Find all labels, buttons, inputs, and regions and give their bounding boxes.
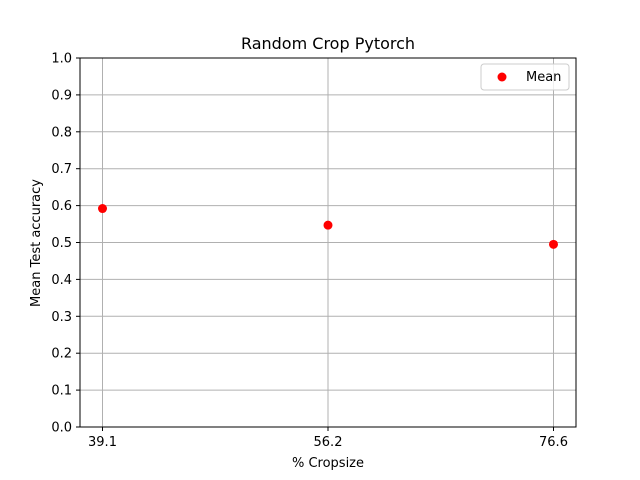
data-point <box>98 204 107 214</box>
data-point <box>323 220 333 230</box>
y-axis: 0.0 0.1 0.2 0.3 0.4 0.5 0.6 0.7 0.8 0.9 1.0 <box>51 52 80 436</box>
x-axis: 39.1 56.2 76.6 <box>88 427 568 450</box>
y-tick-label: 0.6 <box>51 199 72 214</box>
chart-title: Random Crop Pytorch <box>241 34 415 53</box>
y-tick-label: 0.5 <box>51 236 72 251</box>
x-tick-label: 56.2 <box>314 435 343 450</box>
data-point <box>549 239 558 249</box>
x-tick-label: 39.1 <box>88 435 117 450</box>
y-tick-label: 1.0 <box>51 52 72 67</box>
x-tick-label: 76.6 <box>539 435 568 450</box>
x-axis-label: % Cropsize <box>292 456 364 471</box>
y-axis-label: Mean Test accuracy <box>29 179 44 307</box>
y-tick-label: 0.1 <box>51 384 72 399</box>
y-tick-label: 0.2 <box>51 347 72 362</box>
legend-box <box>480 63 570 91</box>
grid-lines <box>80 57 576 428</box>
y-tick-label: 0.4 <box>51 273 72 288</box>
y-tick-label: 0.0 <box>51 421 72 436</box>
legend: Mean <box>480 63 570 91</box>
data-points <box>98 204 558 249</box>
y-tick-label: 0.8 <box>51 125 72 140</box>
legend-label-mean: Mean <box>526 70 561 85</box>
legend-marker-mean <box>497 72 507 82</box>
y-tick-label: 0.9 <box>51 88 72 103</box>
y-tick-label: 0.3 <box>51 310 72 325</box>
y-tick-label: 0.7 <box>51 162 72 177</box>
